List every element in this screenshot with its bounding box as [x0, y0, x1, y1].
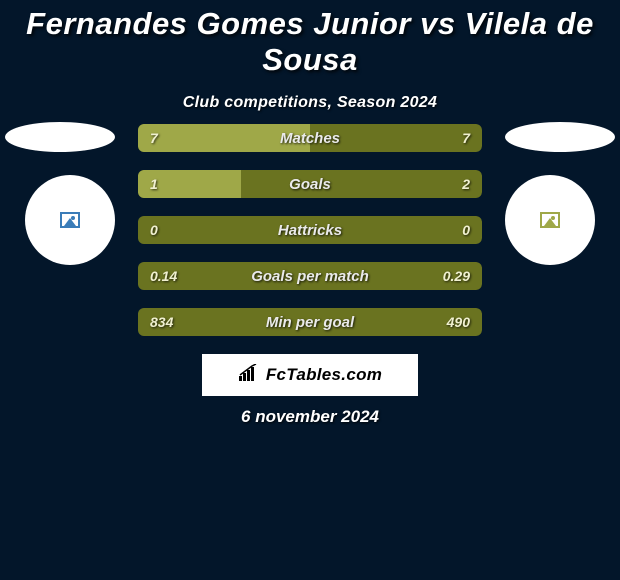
stat-label: Min per goal [266, 314, 354, 331]
date-label: 6 november 2024 [0, 407, 620, 427]
brand-badge: FcTables.com [202, 354, 418, 396]
stat-value-left: 7 [150, 130, 158, 146]
stat-value-right: 490 [447, 314, 470, 330]
stat-row: 1 Goals 2 [138, 170, 482, 198]
stat-label: Goals per match [251, 268, 369, 285]
placeholder-image-icon [540, 212, 560, 228]
stat-row: 0.14 Goals per match 0.29 [138, 262, 482, 290]
subtitle: Club competitions, Season 2024 [0, 94, 620, 112]
stat-value-left: 0.14 [150, 268, 177, 284]
brand-text: FcTables.com [266, 365, 382, 385]
club-logo-right [505, 122, 615, 152]
stat-value-left: 1 [150, 176, 158, 192]
stat-row: 0 Hattricks 0 [138, 216, 482, 244]
stat-row: 834 Min per goal 490 [138, 308, 482, 336]
placeholder-image-icon [60, 212, 80, 228]
stat-label: Hattricks [278, 222, 342, 239]
chart-icon [238, 364, 260, 387]
stat-value-left: 0 [150, 222, 158, 238]
stat-label: Goals [289, 176, 331, 193]
stat-label: Matches [280, 130, 340, 147]
player-photo-left [25, 175, 115, 265]
page-title: Fernandes Gomes Junior vs Vilela de Sous… [0, 0, 620, 78]
stat-value-right: 2 [462, 176, 470, 192]
stat-row: 7 Matches 7 [138, 124, 482, 152]
player-photo-right [505, 175, 595, 265]
stats-comparison-chart: 7 Matches 7 1 Goals 2 0 Hattricks 0 0.14… [138, 124, 482, 354]
stat-value-left: 834 [150, 314, 173, 330]
stat-value-right: 0 [462, 222, 470, 238]
club-logo-left [5, 122, 115, 152]
stat-value-right: 7 [462, 130, 470, 146]
stat-value-right: 0.29 [443, 268, 470, 284]
